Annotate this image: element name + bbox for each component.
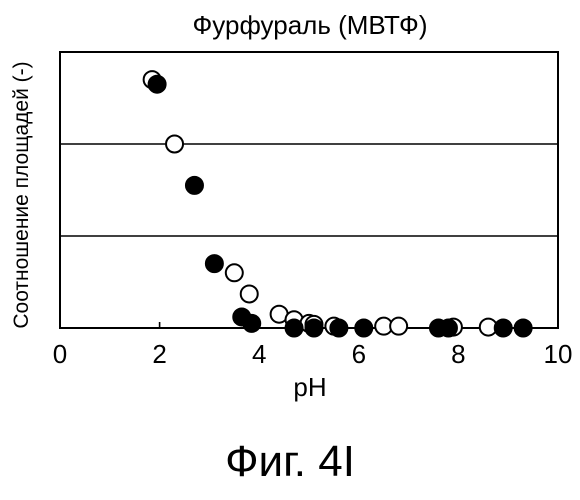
filled-point-6 [305,320,322,337]
filled-point-7 [330,320,347,337]
x-tick-label-0: 0 [53,339,67,369]
plot-frame [60,52,558,328]
filled-point-1 [186,177,203,194]
x-tick-label-5: 10 [544,339,573,369]
open-point-3 [241,285,258,302]
filled-point-5 [286,320,303,337]
x-tick-label-1: 2 [152,339,166,369]
filled-point-4 [243,315,260,332]
x-tick-label-4: 8 [451,339,465,369]
filled-point-12 [515,320,532,337]
filled-point-8 [355,320,372,337]
open-point-1 [166,136,183,153]
filled-point-0 [149,76,166,93]
x-axis-label: pH [260,372,360,403]
open-point-2 [226,264,243,281]
filled-point-10 [440,320,457,337]
figure-caption: Фиг. 4I [0,437,580,487]
x-tick-label-3: 6 [352,339,366,369]
filled-point-11 [495,320,512,337]
x-tick-label-2: 4 [252,339,266,369]
filled-point-2 [206,255,223,272]
open-point-10 [390,318,407,335]
